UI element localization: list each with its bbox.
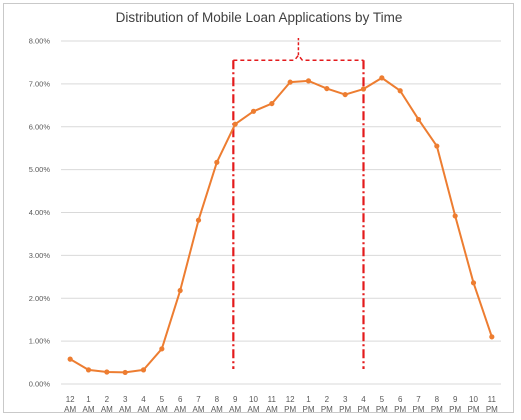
- x-tick-period: AM: [211, 405, 223, 414]
- data-point: [434, 143, 440, 149]
- x-tick-hour: 8: [215, 395, 220, 404]
- y-tick-label: 3.00%: [29, 251, 51, 260]
- y-tick-label: 8.00%: [29, 37, 51, 46]
- chart-frame: Distribution of Mobile Loan Applications…: [3, 3, 514, 414]
- x-tick-hour: 8: [435, 395, 440, 404]
- x-tick-period: PM: [449, 405, 461, 414]
- y-tick-label: 1.00%: [29, 337, 51, 346]
- data-point: [177, 287, 183, 294]
- x-tick-period: PM: [358, 405, 370, 414]
- data-point: [104, 369, 110, 375]
- x-tick-period: PM: [486, 405, 498, 414]
- x-tick-period: AM: [156, 405, 168, 414]
- x-tick-period: AM: [174, 405, 186, 414]
- x-tick-period: PM: [303, 405, 315, 414]
- data-point: [470, 280, 477, 286]
- x-tick-hour: 2: [325, 395, 330, 404]
- data-point: [250, 108, 257, 114]
- x-tick-period: PM: [431, 405, 443, 414]
- x-tick-hour: 6: [398, 395, 403, 404]
- data-point: [379, 75, 385, 81]
- x-tick-period: PM: [394, 405, 406, 414]
- data-point: [195, 217, 202, 223]
- x-tick-hour: 2: [105, 395, 110, 404]
- data-point: [85, 367, 92, 373]
- x-tick-period: PM: [468, 405, 480, 414]
- annotation-top-bracket: [233, 54, 364, 62]
- x-tick-period: AM: [101, 405, 113, 414]
- x-tick-hour: 11: [488, 395, 497, 404]
- x-tick-period: AM: [83, 405, 95, 414]
- y-tick-label: 2.00%: [29, 294, 51, 303]
- data-point: [397, 88, 403, 94]
- x-tick-period: PM: [339, 405, 351, 414]
- x-tick-hour: 12: [66, 395, 75, 404]
- x-tick-hour: 1: [86, 395, 91, 404]
- x-tick-hour: 7: [196, 395, 201, 404]
- y-tick-label: 5.00%: [29, 165, 51, 174]
- x-tick-hour: 4: [141, 395, 146, 404]
- x-tick-period: PM: [413, 405, 425, 414]
- data-point: [122, 369, 128, 376]
- line-chart: Distribution of Mobile Loan Applications…: [29, 10, 501, 414]
- data-point: [214, 159, 220, 165]
- data-point: [140, 367, 147, 373]
- x-tick-hour: 7: [416, 395, 421, 404]
- x-tick-hour: 11: [268, 395, 277, 404]
- x-tick-hour: 1: [306, 395, 311, 404]
- data-point: [287, 79, 293, 85]
- x-tick-period: AM: [119, 405, 131, 414]
- series-line: [69, 76, 493, 374]
- x-tick-hour: 5: [160, 395, 165, 404]
- data-point: [360, 86, 367, 92]
- data-point: [415, 116, 422, 123]
- data-point: [269, 100, 275, 107]
- x-tick-hour: 5: [380, 395, 385, 404]
- x-tick-period: PM: [376, 405, 388, 414]
- data-point: [232, 121, 238, 127]
- x-tick-hour: 3: [123, 395, 128, 404]
- y-tick-label: 7.00%: [29, 79, 51, 88]
- x-tick-period: PM: [284, 405, 296, 414]
- x-tick-hour: 10: [469, 395, 478, 404]
- x-tick-hour: 4: [361, 395, 366, 404]
- data-point: [489, 334, 495, 340]
- data-point: [342, 91, 348, 98]
- data-point: [305, 78, 312, 84]
- x-tick-hour: 9: [233, 395, 238, 404]
- x-tick-period: PM: [321, 405, 333, 414]
- y-tick-label: 6.00%: [29, 122, 51, 131]
- x-tick-hour: 12: [286, 395, 295, 404]
- data-point: [67, 356, 73, 362]
- x-tick-period: AM: [193, 405, 205, 414]
- x-tick-hour: 6: [178, 395, 183, 404]
- x-tick-period: AM: [248, 405, 260, 414]
- x-tick-period: AM: [64, 405, 76, 414]
- x-tick-hour: 3: [343, 395, 348, 404]
- x-tick-period: AM: [229, 405, 241, 414]
- x-tick-period: AM: [266, 405, 278, 414]
- x-tick-hour: 9: [453, 395, 458, 404]
- x-tick-period: AM: [138, 405, 150, 414]
- y-tick-label: 0.00%: [29, 380, 51, 389]
- data-point: [452, 213, 458, 219]
- data-point: [159, 346, 165, 352]
- y-tick-label: 4.00%: [29, 208, 51, 217]
- chart-title: Distribution of Mobile Loan Applications…: [116, 10, 403, 25]
- data-point: [324, 85, 330, 92]
- x-tick-hour: 10: [249, 395, 258, 404]
